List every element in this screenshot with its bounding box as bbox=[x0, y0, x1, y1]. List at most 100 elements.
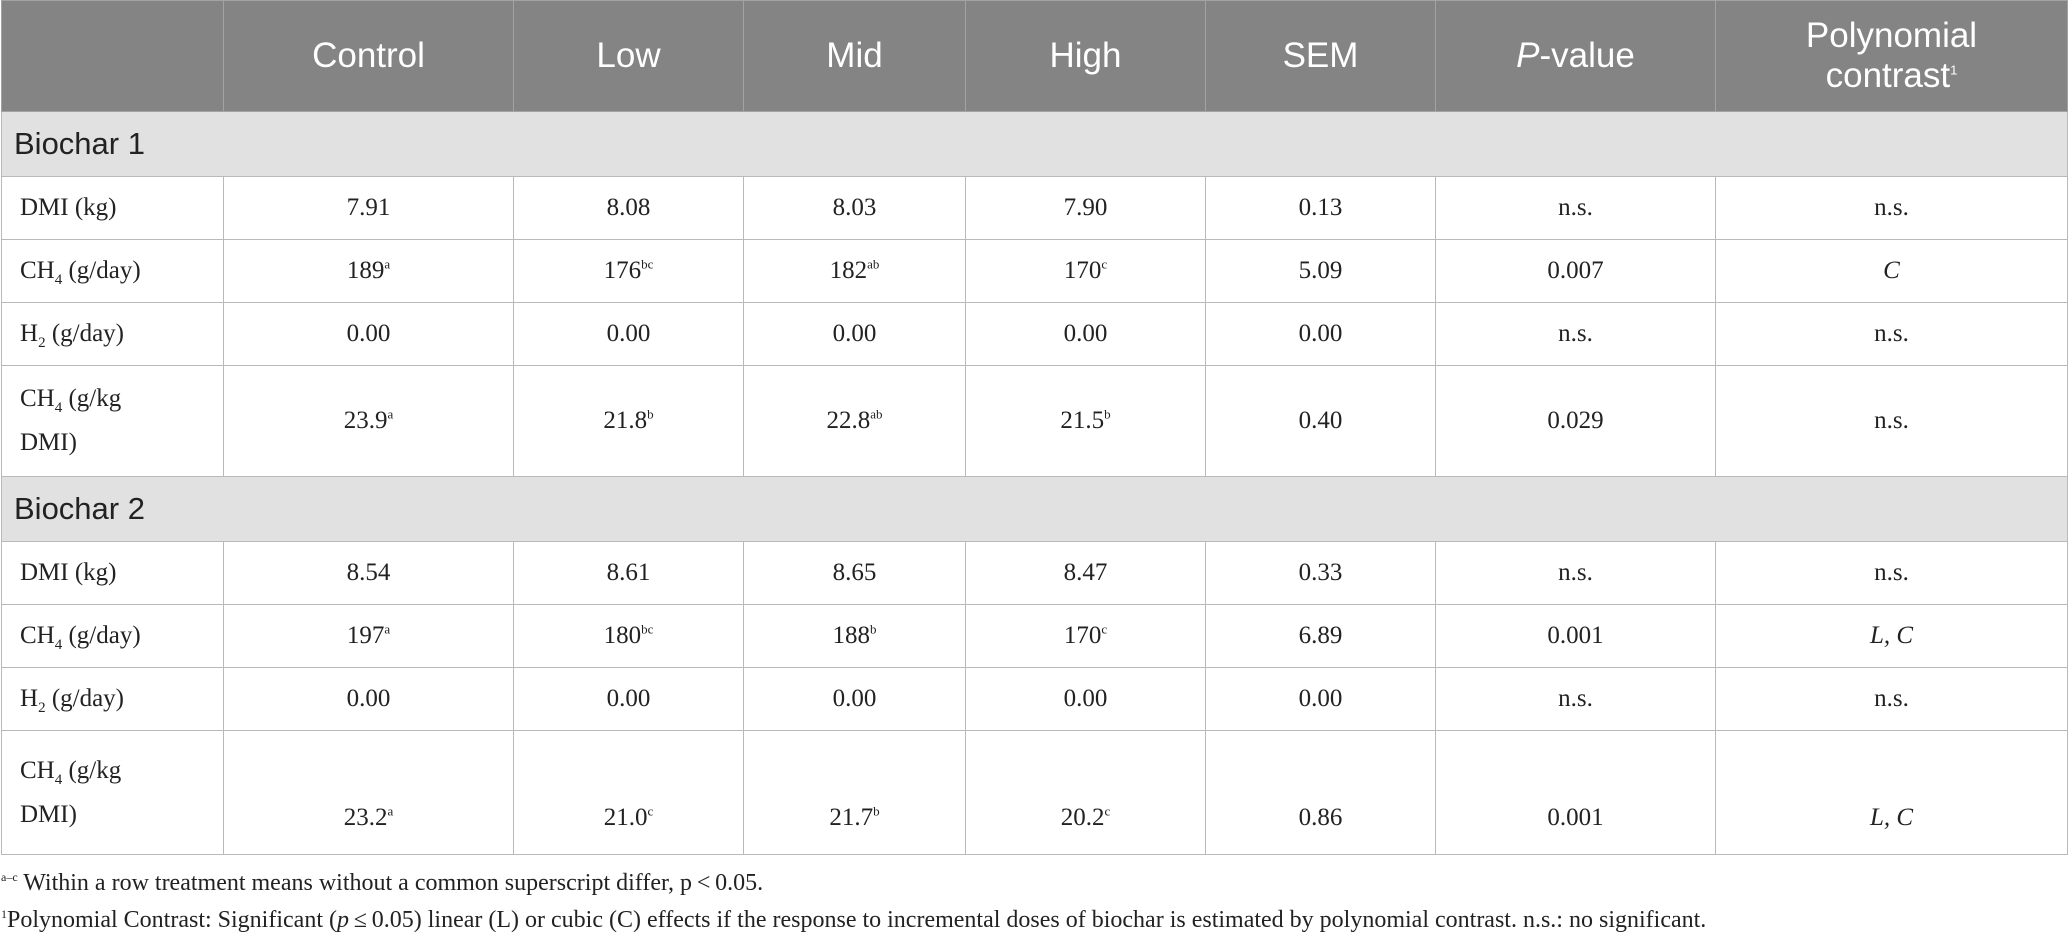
table-body: Biochar 1 DMI (kg) 7.91 8.08 8.03 7.90 0.13 n.s… bbox=[1, 111, 2068, 855]
footnote1-sup: a–c bbox=[1, 870, 18, 884]
row-label-subscript: 4 bbox=[54, 771, 63, 788]
header-p-rest: -value bbox=[1539, 36, 1635, 75]
cell-control: 7.91 bbox=[223, 176, 514, 240]
section-title: Biochar 2 bbox=[1, 476, 2068, 542]
cell-control: 0.00 bbox=[223, 302, 514, 366]
cell-sem: 0.33 bbox=[1205, 541, 1436, 605]
cell-sem: 0.40 bbox=[1205, 365, 1436, 477]
header-low: Low bbox=[513, 0, 744, 112]
cell-superscript: c bbox=[1104, 803, 1111, 819]
row-label: DMI (kg) bbox=[1, 541, 224, 605]
cell-p-value: n.s. bbox=[1435, 667, 1716, 731]
cell-value: 21.8 bbox=[603, 407, 648, 434]
cell-polynomial: n.s. bbox=[1715, 302, 2068, 366]
cell-p-value: 0.007 bbox=[1435, 239, 1716, 303]
cell-low: 176bc bbox=[513, 239, 744, 303]
row-label-unit: (g/day) bbox=[45, 320, 125, 347]
cell-polynomial: C bbox=[1715, 239, 2068, 303]
cell-sem: 0.00 bbox=[1205, 667, 1436, 731]
row-label: CH4 (g/day) bbox=[1, 239, 224, 303]
row-label: H2 (g/day) bbox=[1, 667, 224, 731]
row-label-subscript: 2 bbox=[38, 700, 46, 716]
header-mid: Mid bbox=[743, 0, 966, 112]
cell-polynomial: L, C bbox=[1715, 730, 2068, 855]
cell-low: 21.8b bbox=[513, 365, 744, 477]
section-row: Biochar 1 bbox=[1, 111, 2068, 177]
cell-superscript: c bbox=[647, 803, 654, 819]
table-row: DMI (kg) 8.54 8.61 8.65 8.47 0.33 n.s. n.s. bbox=[1, 541, 2068, 605]
header-p-value: P-value bbox=[1435, 0, 1716, 112]
cell-superscript: ab bbox=[867, 256, 880, 272]
cell-high: 170c bbox=[965, 604, 1206, 668]
cell-value: 23.9 bbox=[343, 407, 388, 434]
row-label-unit: (g/day) bbox=[62, 622, 141, 649]
footnote2-text-a: Polynomial Contrast: Significant ( bbox=[7, 907, 337, 933]
cell-sem: 0.13 bbox=[1205, 176, 1436, 240]
header-poly-sup: 1 bbox=[1950, 62, 1958, 78]
cell-mid: 0.00 bbox=[743, 302, 966, 366]
cell-superscript: bc bbox=[641, 256, 654, 272]
cell-value: 0.00 bbox=[832, 685, 877, 712]
cell-superscript: b bbox=[870, 621, 877, 637]
row-label-unit: (g/day) bbox=[62, 257, 141, 284]
cell-superscript: b bbox=[1104, 406, 1111, 422]
cell-value: 8.54 bbox=[346, 559, 391, 586]
footnote2-text-p: p bbox=[336, 907, 349, 933]
cell-value: 8.08 bbox=[606, 194, 651, 221]
cell-p-value: 0.001 bbox=[1435, 604, 1716, 668]
header-poly-line2: contrast bbox=[1825, 56, 1951, 95]
cell-polynomial: n.s. bbox=[1715, 667, 2068, 731]
table-row: CH4 (g/day) 189a 176bc 182ab 170c 5.09 0.007 C bbox=[1, 239, 2068, 303]
cell-mid: 21.7b bbox=[743, 730, 966, 855]
cell-superscript: c bbox=[1101, 621, 1108, 637]
cell-value: 197 bbox=[346, 622, 385, 649]
table-row: H2 (g/day) 0.00 0.00 0.00 0.00 0.00 n.s. n.s. bbox=[1, 667, 2068, 731]
footnote2-text-b: ≤ 0.05) linear (L) or cubic (C) effects … bbox=[348, 907, 1707, 933]
cell-value: 176 bbox=[603, 257, 642, 284]
cell-superscript: c bbox=[1101, 256, 1108, 272]
table-row: CH4 (g/kg DMI) 23.2a 21.0c 21.7b 20.2c 0.86 0.0… bbox=[1, 730, 2068, 855]
row-label-text: DMI (kg) bbox=[20, 559, 117, 586]
cell-polynomial: n.s. bbox=[1715, 176, 2068, 240]
row-label-subscript: 4 bbox=[54, 272, 63, 288]
cell-value: 0.00 bbox=[606, 685, 651, 712]
header-empty bbox=[1, 0, 224, 112]
row-label-subscript: 2 bbox=[38, 335, 46, 351]
row-label-subscript: 4 bbox=[54, 637, 63, 653]
cell-p-value: 0.001 bbox=[1435, 730, 1716, 855]
cell-mid: 8.65 bbox=[743, 541, 966, 605]
section-title: Biochar 1 bbox=[1, 111, 2068, 177]
table-row: H2 (g/day) 0.00 0.00 0.00 0.00 0.00 n.s. n.s. bbox=[1, 302, 2068, 366]
section-row: Biochar 2 bbox=[1, 476, 2068, 542]
cell-mid: 188b bbox=[743, 604, 966, 668]
cell-superscript: a bbox=[387, 803, 394, 819]
cell-control: 0.00 bbox=[223, 667, 514, 731]
cell-value: 20.2 bbox=[1060, 804, 1105, 831]
row-label: H2 (g/day) bbox=[1, 302, 224, 366]
row-label-subscript: 4 bbox=[54, 400, 63, 416]
cell-p-value: 0.029 bbox=[1435, 365, 1716, 477]
cell-value: 182 bbox=[829, 257, 868, 284]
footnote1-text: Within a row treatment means without a c… bbox=[17, 870, 764, 896]
header-high: High bbox=[965, 0, 1206, 112]
cell-low: 21.0c bbox=[513, 730, 744, 855]
cell-sem: 0.00 bbox=[1205, 302, 1436, 366]
cell-value: 0.00 bbox=[606, 320, 651, 347]
cell-superscript: b bbox=[873, 803, 880, 819]
cell-superscript: a bbox=[387, 406, 394, 422]
row-label-text: H bbox=[20, 320, 39, 347]
row-label-unit: (g/day) bbox=[45, 685, 125, 712]
cell-control: 189a bbox=[223, 239, 514, 303]
row-label-text: CH bbox=[20, 257, 55, 284]
cell-value: 23.2 bbox=[343, 804, 388, 831]
cell-control: 23.2a bbox=[223, 730, 514, 855]
row-label-unit: (g/kg bbox=[62, 385, 122, 412]
cell-mid: 8.03 bbox=[743, 176, 966, 240]
cell-high: 0.00 bbox=[965, 302, 1206, 366]
cell-high: 8.47 bbox=[965, 541, 1206, 605]
cell-superscript: a bbox=[384, 621, 391, 637]
cell-p-value: n.s. bbox=[1435, 541, 1716, 605]
cell-low: 0.00 bbox=[513, 302, 744, 366]
footnote-polynomial: 1Polynomial Contrast: Significant (p ≤ 0… bbox=[1, 902, 2068, 939]
cell-value: 8.03 bbox=[832, 194, 877, 221]
